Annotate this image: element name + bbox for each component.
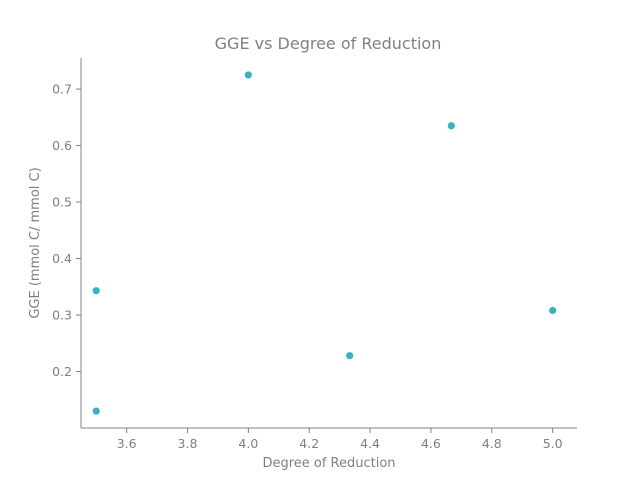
chart-title: GGE vs Degree of Reduction [215,34,442,53]
data-point [92,287,100,295]
data-point [447,122,455,130]
y-tick-label: 0.2 [52,364,72,379]
x-tick-label: 5.0 [543,436,563,451]
x-tick-label: 3.6 [117,436,137,451]
y-tick-label: 0.7 [52,82,72,97]
y-tick-label: 0.5 [52,195,72,210]
y-axis-ticks: 0.2 0.3 0.4 0.5 0.6 0.7 [52,82,81,379]
x-tick-label: 4.0 [238,436,258,451]
y-tick-label: 0.3 [52,308,72,323]
y-axis-label: GGE (mmol C/ mmol C) [28,167,43,318]
x-axis-label: Degree of Reduction [262,456,395,471]
data-point [346,352,354,360]
x-tick-label: 4.4 [360,436,380,451]
data-point [549,306,557,315]
x-tick-label: 4.2 [299,436,319,451]
data-point [244,71,252,79]
x-tick-label: 4.8 [482,436,502,451]
x-tick-label: 4.6 [421,436,441,451]
data-point [92,407,100,415]
y-tick-label: 0.4 [52,251,72,266]
data-points [92,71,557,415]
x-tick-label: 3.8 [178,436,198,451]
x-axis-ticks: 3.6 3.8 4.0 4.2 4.4 4.6 4.8 5.0 [117,428,563,451]
y-tick-label: 0.6 [52,138,72,153]
